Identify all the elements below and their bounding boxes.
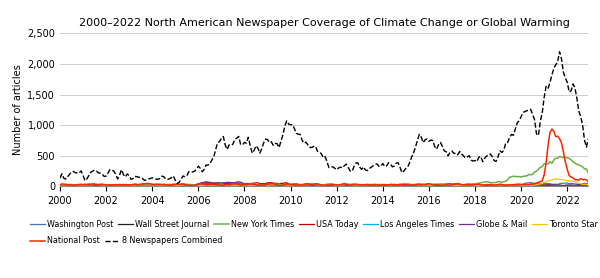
USA Today: [125, 184, 133, 187]
Los Angeles Times: [254, 184, 262, 187]
National Post: [253, 183, 260, 187]
Globe & Mail: [328, 184, 335, 187]
Wall Street Journal: [335, 184, 342, 187]
Los Angeles Times: [443, 184, 450, 188]
Wall Street Journal: [226, 181, 233, 184]
Washington Post: [585, 182, 592, 185]
Wall Street Journal: [256, 184, 263, 187]
New York Times: [333, 183, 340, 187]
Toronto Star: [331, 183, 338, 187]
National Post: [425, 182, 433, 185]
New York Times: [585, 172, 592, 175]
Los Angeles Times: [239, 183, 246, 187]
Washington Post: [325, 183, 332, 187]
Washington Post: [56, 184, 64, 188]
New York Times: [254, 183, 262, 186]
USA Today: [328, 184, 335, 187]
USA Today: [254, 181, 262, 185]
Y-axis label: Number of articles: Number of articles: [13, 64, 23, 155]
Los Angeles Times: [333, 184, 340, 187]
Wall Street Journal: [585, 183, 592, 187]
8 Newspapers Combined: [173, 182, 181, 185]
Toronto Star: [56, 184, 64, 188]
Title: 2000–2022 North American Newspaper Coverage of Climate Change or Global Warming: 2000–2022 North American Newspaper Cover…: [79, 18, 569, 28]
Line: Toronto Star: Toronto Star: [60, 179, 589, 186]
National Post: [373, 183, 380, 186]
Los Angeles Times: [56, 184, 64, 187]
Line: Washington Post: Washington Post: [60, 183, 589, 186]
Line: Globe & Mail: Globe & Mail: [60, 182, 589, 186]
Toronto Star: [371, 183, 379, 186]
New York Times: [328, 182, 335, 185]
National Post: [125, 183, 133, 187]
Toronto Star: [325, 183, 332, 186]
Line: USA Today: USA Today: [60, 183, 589, 186]
8 Newspapers Combined: [425, 140, 433, 143]
USA Today: [373, 183, 380, 187]
Washington Post: [331, 183, 338, 187]
Line: Wall Street Journal: Wall Street Journal: [60, 182, 589, 186]
8 Newspapers Combined: [585, 137, 592, 140]
New York Times: [56, 184, 64, 187]
Los Angeles Times: [425, 184, 433, 187]
Globe & Mail: [202, 180, 209, 183]
Globe & Mail: [125, 184, 133, 187]
New York Times: [373, 183, 380, 186]
Wall Street Journal: [56, 184, 64, 187]
8 Newspapers Combined: [254, 147, 262, 150]
USA Today: [56, 184, 64, 188]
New York Times: [158, 184, 166, 187]
Globe & Mail: [56, 184, 64, 187]
National Post: [275, 184, 283, 187]
8 Newspapers Combined: [373, 162, 380, 166]
Washington Post: [253, 183, 260, 187]
Washington Post: [527, 181, 535, 184]
New York Times: [556, 155, 563, 158]
8 Newspapers Combined: [328, 166, 335, 169]
National Post: [548, 127, 556, 131]
8 Newspapers Combined: [56, 177, 64, 180]
Line: National Post: National Post: [60, 129, 589, 186]
Washington Post: [371, 183, 379, 187]
8 Newspapers Combined: [333, 168, 340, 172]
New York Times: [425, 183, 433, 186]
Line: New York Times: New York Times: [60, 157, 589, 186]
Los Angeles Times: [125, 184, 133, 187]
National Post: [56, 183, 64, 187]
Toronto Star: [552, 177, 559, 181]
8 Newspapers Combined: [556, 50, 563, 53]
Globe & Mail: [333, 183, 340, 187]
Wall Street Journal: [427, 183, 434, 187]
Wall Street Journal: [127, 184, 134, 187]
Washington Post: [424, 183, 431, 187]
8 Newspapers Combined: [125, 174, 133, 177]
Globe & Mail: [373, 183, 380, 187]
Toronto Star: [585, 183, 592, 187]
New York Times: [125, 183, 133, 187]
Toronto Star: [253, 183, 260, 187]
Toronto Star: [424, 183, 431, 187]
Wall Street Journal: [376, 184, 383, 187]
Globe & Mail: [585, 184, 592, 187]
Washington Post: [125, 183, 133, 187]
Los Angeles Times: [373, 184, 380, 187]
National Post: [333, 183, 340, 187]
USA Today: [585, 184, 592, 187]
Line: 8 Newspapers Combined: 8 Newspapers Combined: [60, 52, 589, 183]
Globe & Mail: [425, 183, 433, 187]
Los Angeles Times: [328, 184, 335, 187]
National Post: [328, 183, 335, 186]
National Post: [585, 180, 592, 183]
Legend: National Post, 8 Newspapers Combined: National Post, 8 Newspapers Combined: [27, 233, 226, 249]
Los Angeles Times: [585, 184, 592, 187]
Toronto Star: [125, 183, 133, 187]
Wall Street Journal: [329, 183, 337, 187]
Line: Los Angeles Times: Los Angeles Times: [60, 185, 589, 186]
USA Today: [333, 183, 340, 187]
Globe & Mail: [560, 184, 567, 187]
Globe & Mail: [254, 183, 262, 187]
Wall Street Journal: [83, 184, 91, 187]
USA Today: [425, 184, 433, 187]
USA Today: [199, 181, 206, 184]
